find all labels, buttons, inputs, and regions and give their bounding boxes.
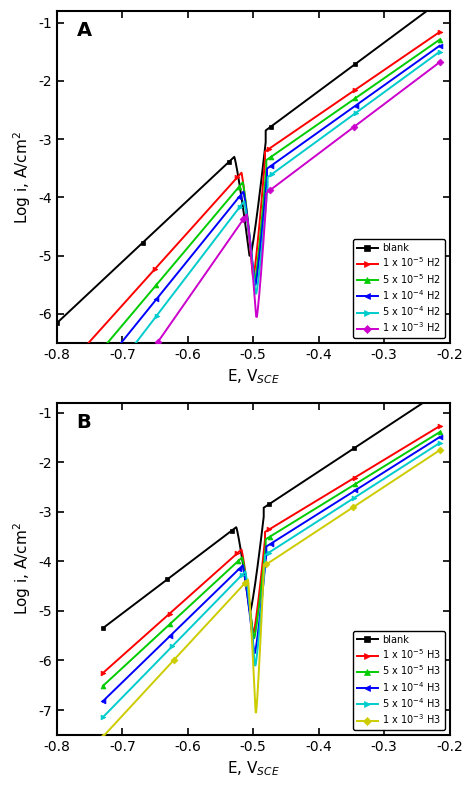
Text: A: A [77,21,92,40]
Legend: blank, 1 x 10$^{-5}$ H2, 5 x 10$^{-5}$ H2, 1 x 10$^{-4}$ H2, 5 x 10$^{-4}$ H2, 1: blank, 1 x 10$^{-5}$ H2, 5 x 10$^{-5}$ H… [353,239,445,338]
X-axis label: E, V$_{SCE}$: E, V$_{SCE}$ [227,759,280,778]
Y-axis label: Log i, A/cm$^2$: Log i, A/cm$^2$ [11,131,33,223]
Y-axis label: Log i, A/cm$^2$: Log i, A/cm$^2$ [11,522,33,615]
X-axis label: E, V$_{SCE}$: E, V$_{SCE}$ [227,368,280,386]
Text: B: B [77,413,91,432]
Legend: blank, 1 x 10$^{-5}$ H3, 5 x 10$^{-5}$ H3, 1 x 10$^{-4}$ H3, 5 x 10$^{-4}$ H3, 1: blank, 1 x 10$^{-5}$ H3, 5 x 10$^{-5}$ H… [353,631,445,730]
